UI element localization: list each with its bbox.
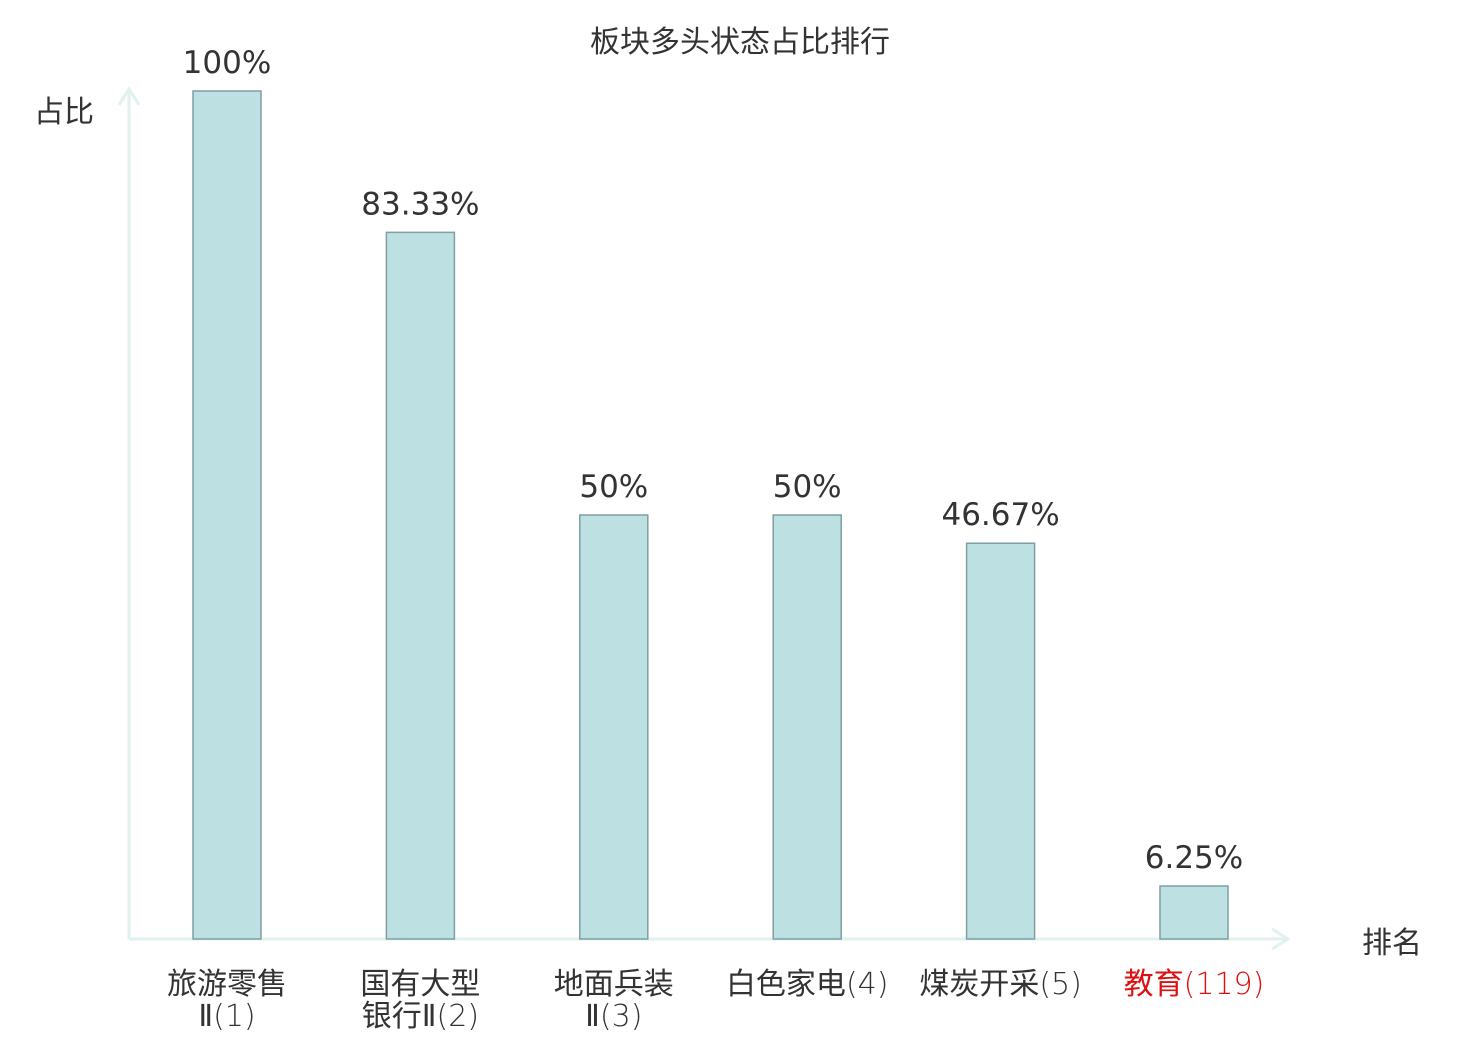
- category-name: 白色家电: [726, 967, 846, 1002]
- bar-value-label: 6.25%: [1145, 840, 1243, 876]
- chart-title: 板块多头状态占比排行: [590, 25, 890, 60]
- category-tick-label: 国有大型: [360, 967, 480, 1002]
- category-name: Ⅱ: [585, 999, 600, 1034]
- category-name: 煤炭开采: [919, 967, 1039, 1002]
- bar: [192, 90, 262, 940]
- category-rank: (119): [1184, 967, 1265, 1002]
- category-name: 国有大型: [360, 967, 480, 1002]
- x-axis-label: 排名: [1362, 926, 1422, 961]
- bar: [1159, 885, 1229, 940]
- bar: [965, 542, 1036, 940]
- category-tick-label: Ⅱ(3): [585, 999, 642, 1034]
- category-tick-label: 旅游零售: [167, 967, 287, 1002]
- category-tick-label: 煤炭开采(5): [919, 967, 1082, 1002]
- category-name: 银行Ⅱ: [362, 999, 437, 1034]
- category-name: Ⅱ: [198, 999, 213, 1034]
- category-rank: (4): [846, 967, 889, 1002]
- bar-value-label: 50%: [773, 469, 842, 505]
- category-rank: (2): [437, 999, 480, 1034]
- bar-value-label: 100%: [183, 45, 272, 81]
- category-tick-label: 教育(119): [1124, 967, 1265, 1002]
- bar: [385, 231, 456, 940]
- category-name: 教育: [1124, 967, 1184, 1002]
- bar-value-label: 50%: [579, 469, 648, 505]
- axes: [117, 86, 1291, 951]
- category-rank: (1): [213, 999, 256, 1034]
- bars: [192, 90, 1229, 940]
- x-axis-arrow: [1271, 927, 1291, 951]
- category-tick-label: 地面兵装: [554, 967, 674, 1002]
- bar-value-label: 46.67%: [941, 497, 1059, 533]
- category-tick-label: Ⅱ(1): [198, 999, 255, 1034]
- category-rank: (5): [1039, 967, 1082, 1002]
- value-labels: 100% 83.33% 50% 50% 46.67% 6.25%: [183, 45, 1244, 876]
- y-axis-label: 占比: [34, 95, 94, 130]
- category-tick-label: 银行Ⅱ(2): [362, 999, 479, 1034]
- bar: [772, 514, 842, 940]
- bar-value-label: 83.33%: [361, 186, 479, 222]
- y-axis-arrow: [117, 86, 141, 106]
- bar: [579, 514, 649, 940]
- category-name: 旅游零售: [167, 967, 287, 1002]
- category-name: 地面兵装: [554, 967, 674, 1002]
- category-tick-label: 白色家电(4): [726, 967, 889, 1002]
- category-rank: (3): [600, 999, 643, 1034]
